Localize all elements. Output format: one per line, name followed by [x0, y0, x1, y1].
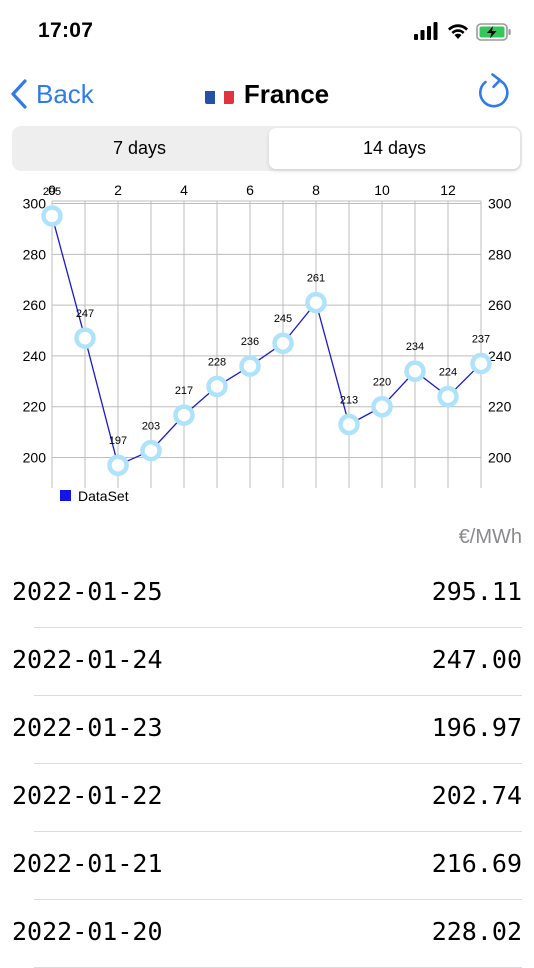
price-date: 2022-01-21 — [12, 849, 163, 878]
row-divider — [34, 695, 522, 696]
price-date: 2022-01-25 — [12, 577, 163, 606]
price-value: 202.74 — [431, 781, 522, 810]
data-label: 220 — [373, 377, 391, 389]
data-label: 228 — [208, 356, 226, 368]
status-icons — [414, 22, 514, 44]
status-bar: 17:07 — [0, 0, 534, 60]
period-segmented-control: 7 days 14 days — [12, 126, 522, 171]
data-point — [41, 205, 63, 227]
data-point — [404, 360, 426, 382]
chevron-left-icon — [11, 79, 27, 109]
price-value: 216.69 — [431, 849, 522, 878]
data-point — [140, 439, 162, 462]
flag-stripe-blue — [204, 90, 215, 104]
y-tick-label-left: 220 — [23, 399, 47, 415]
wifi-icon — [448, 24, 468, 39]
price-row[interactable]: 2022-01-23 196.97 — [0, 696, 534, 764]
price-value: 196.97 — [431, 713, 522, 742]
data-point — [74, 327, 96, 349]
data-point — [437, 385, 459, 408]
x-tick-label: 8 — [312, 182, 320, 198]
data-label: 234 — [406, 341, 424, 353]
x-tick-label: 6 — [246, 182, 254, 198]
price-date: 2022-01-24 — [12, 645, 163, 674]
x-tick-label: 4 — [180, 182, 188, 198]
y-tick-label-left: 280 — [23, 246, 47, 262]
x-tick-label: 12 — [440, 182, 456, 198]
cellular-signal-icon — [414, 22, 438, 40]
data-label: 237 — [472, 334, 490, 346]
row-divider — [34, 627, 522, 628]
data-label: 217 — [175, 385, 193, 397]
y-tick-label-left: 240 — [23, 348, 47, 364]
data-point — [338, 413, 360, 436]
status-time: 17:07 — [38, 19, 94, 42]
y-tick-label-left: 300 — [23, 196, 47, 212]
row-divider — [34, 763, 522, 764]
data-label: 224 — [439, 367, 457, 379]
navigation-bar: Back France — [0, 66, 534, 122]
country-name: France — [243, 79, 330, 109]
data-label: 295 — [43, 186, 61, 198]
price-value: 295.11 — [431, 577, 522, 606]
price-row[interactable]: 2022-01-22 202.74 — [0, 764, 534, 832]
data-point — [206, 375, 228, 398]
row-divider — [34, 831, 522, 832]
x-tick-label: 10 — [374, 182, 390, 198]
data-label: 203 — [142, 421, 160, 433]
price-list: 2022-01-25 295.11 2022-01-24 247.00 2022-01-… — [0, 560, 534, 968]
data-point — [470, 352, 492, 375]
unit-label: €/MWh — [458, 526, 522, 548]
price-date: 2022-01-23 — [12, 713, 163, 742]
y-tick-label-left: 260 — [23, 297, 47, 313]
y-tick-label-right: 300 — [488, 196, 512, 212]
legend-swatch — [60, 490, 71, 501]
price-date: 2022-01-22 — [12, 781, 163, 810]
data-point — [305, 291, 327, 314]
tab-14-days[interactable]: 14 days — [269, 128, 520, 169]
price-date: 2022-01-20 — [12, 917, 163, 946]
data-point — [371, 395, 393, 418]
back-button[interactable]: Back — [10, 76, 94, 112]
data-point — [107, 454, 129, 476]
back-label: Back — [36, 78, 94, 109]
tab-7-days[interactable]: 7 days — [112, 138, 167, 158]
refresh-icon — [479, 73, 509, 108]
france-flag-icon — [204, 84, 234, 104]
price-value: 247.00 — [431, 645, 522, 674]
y-tick-label-right: 200 — [488, 450, 512, 466]
y-tick-label-right: 280 — [488, 246, 512, 262]
y-tick-label-right: 260 — [488, 297, 512, 313]
flag-stripe-white — [214, 90, 225, 104]
y-tick-label-left: 200 — [23, 450, 47, 466]
refresh-button[interactable] — [474, 72, 512, 112]
data-label: 247 — [76, 308, 94, 320]
x-tick-label: 2 — [114, 182, 122, 198]
data-point — [173, 404, 195, 426]
price-row[interactable]: 2022-01-21 216.69 — [0, 832, 534, 900]
price-row[interactable]: 2022-01-24 247.00 — [0, 628, 534, 696]
data-label: 236 — [241, 336, 259, 348]
row-divider — [34, 899, 522, 900]
battery-charging-icon — [476, 23, 511, 41]
data-label: 261 — [307, 273, 325, 285]
legend-label: DataSet — [78, 488, 129, 504]
price-line-chart: 0 2 4 6 8 10 12 200 200 220 220 240 240 260 260 280 280 3… — [23, 182, 512, 504]
data-label: 245 — [274, 313, 292, 325]
y-tick-label-right: 220 — [488, 399, 512, 415]
price-value: 228.02 — [431, 917, 522, 946]
price-row[interactable]: 2022-01-20 228.02 — [0, 900, 534, 968]
y-tick-label-right: 240 — [488, 348, 512, 364]
flag-stripe-red — [224, 90, 234, 104]
data-point — [272, 332, 294, 354]
data-point — [239, 355, 261, 377]
price-row[interactable]: 2022-01-25 295.11 — [0, 560, 534, 628]
data-label: 197 — [109, 435, 127, 447]
x-tick-label: 0 — [48, 182, 56, 198]
data-label: 213 — [340, 395, 358, 407]
